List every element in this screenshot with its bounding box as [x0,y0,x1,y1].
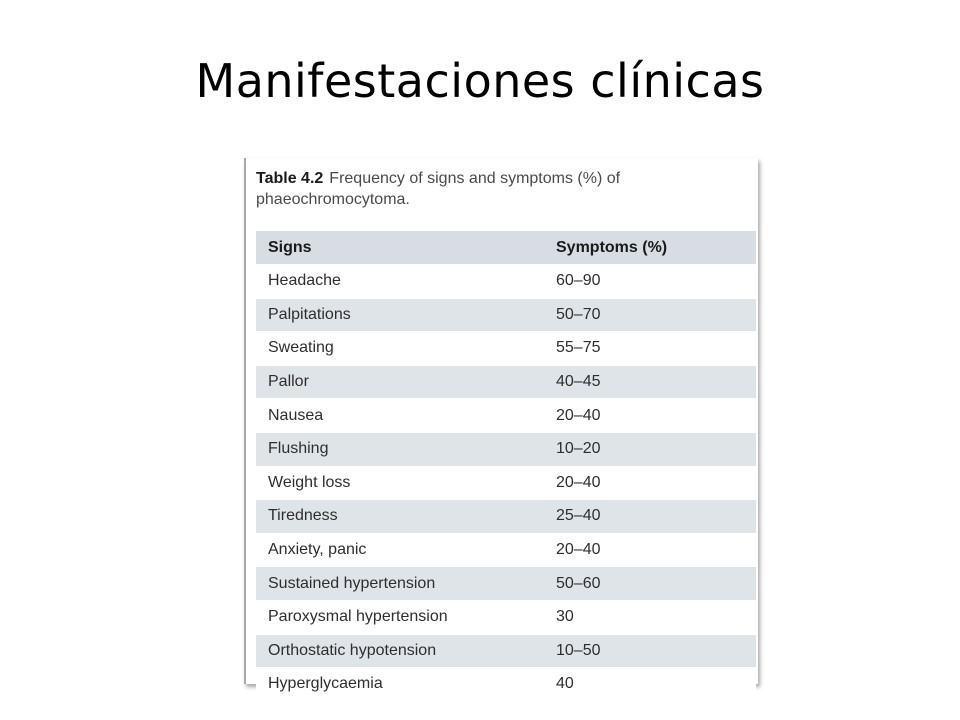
sign-cell: Orthostatic hypotension [256,633,544,668]
table-row: Sweating 55–75 [256,331,756,366]
table-figure: Table 4.2 Frequency of signs and symptoms… [244,158,758,701]
percent-cell: 20–40 [544,398,756,433]
percent-cell: 30 [544,599,756,635]
percent-cell: 10–50 [544,633,756,668]
percent-cell: 25–40 [544,499,756,534]
sign-cell: Palpitations [256,297,544,332]
table-row: Weight loss 20–40 [256,465,756,500]
sign-cell: Tiredness [256,499,544,534]
sign-cell: Flushing [256,431,544,467]
percent-cell: 10–20 [544,431,756,467]
sign-cell: Paroxysmal hypertension [256,599,544,635]
sign-cell: Headache [256,264,544,299]
table-row: Paroxysmal hypertension 30 [256,599,756,635]
symptoms-table: Signs Symptoms (%) Headache 60–90 Palpit… [256,231,756,701]
table-row: Tiredness 25–40 [256,499,756,534]
percent-cell: 20–40 [544,465,756,500]
table-row: Sustained hypertension 50–60 [256,566,756,601]
table-caption-label: Table 4.2 [256,170,324,187]
sign-cell: Nausea [256,398,544,433]
table-caption: Table 4.2 Frequency of signs and symptoms… [256,168,746,210]
table-row: Hyperglycaemia 40 [256,667,756,701]
table-row: Flushing 10–20 [256,431,756,467]
percent-cell: 40 [544,667,756,701]
percent-cell: 50–70 [544,297,756,332]
sign-cell: Sustained hypertension [256,566,544,601]
sign-cell: Hyperglycaemia [256,667,544,701]
table-row: Headache 60–90 [256,264,756,299]
slide-title: Manifestaciones clínicas [195,54,765,108]
table-caption-text: Frequency of signs and symptoms (%) of p… [256,170,621,208]
table-row: Anxiety, panic 20–40 [256,532,756,567]
column-header-signs: Signs [256,231,544,265]
table-row: Pallor 40–45 [256,364,756,399]
percent-cell: 60–90 [544,264,756,299]
percent-cell: 55–75 [544,331,756,366]
table-header-row: Signs Symptoms (%) [256,231,756,265]
sign-cell: Sweating [256,331,544,366]
table-body: Headache 60–90 Palpitations 50–70 Sweati… [256,264,756,701]
percent-cell: 50–60 [544,566,756,601]
column-header-symptoms: Symptoms (%) [544,231,756,265]
sign-cell: Pallor [256,364,544,399]
table-row: Palpitations 50–70 [256,297,756,332]
sign-cell: Weight loss [256,465,544,500]
percent-cell: 40–45 [544,364,756,399]
sign-cell: Anxiety, panic [256,532,544,567]
table-row: Orthostatic hypotension 10–50 [256,633,756,668]
percent-cell: 20–40 [544,532,756,567]
table-row: Nausea 20–40 [256,398,756,433]
